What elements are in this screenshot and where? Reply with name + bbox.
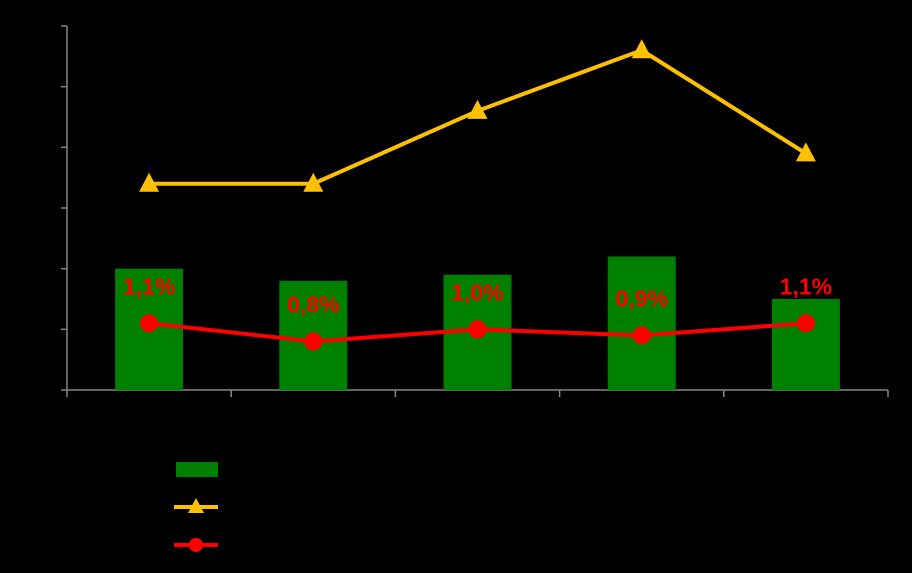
data-label: 1,1% (780, 273, 832, 299)
marker (632, 326, 651, 345)
data-label: 1,1% (123, 273, 175, 299)
bar (771, 299, 840, 390)
marker (468, 320, 487, 339)
marker (467, 99, 488, 119)
marker (139, 172, 160, 192)
marker (631, 39, 652, 59)
legend-swatch (176, 462, 218, 477)
bar (607, 256, 676, 390)
marker (304, 332, 323, 351)
legend-marker (189, 538, 203, 552)
data-label: 0,8% (287, 292, 339, 318)
marker (303, 172, 324, 192)
marker (796, 314, 815, 333)
marker (795, 142, 816, 162)
data-label: 1,0% (451, 279, 503, 305)
legend-marker (188, 498, 204, 513)
marker (140, 314, 159, 333)
data-label: 0,9% (615, 285, 667, 311)
